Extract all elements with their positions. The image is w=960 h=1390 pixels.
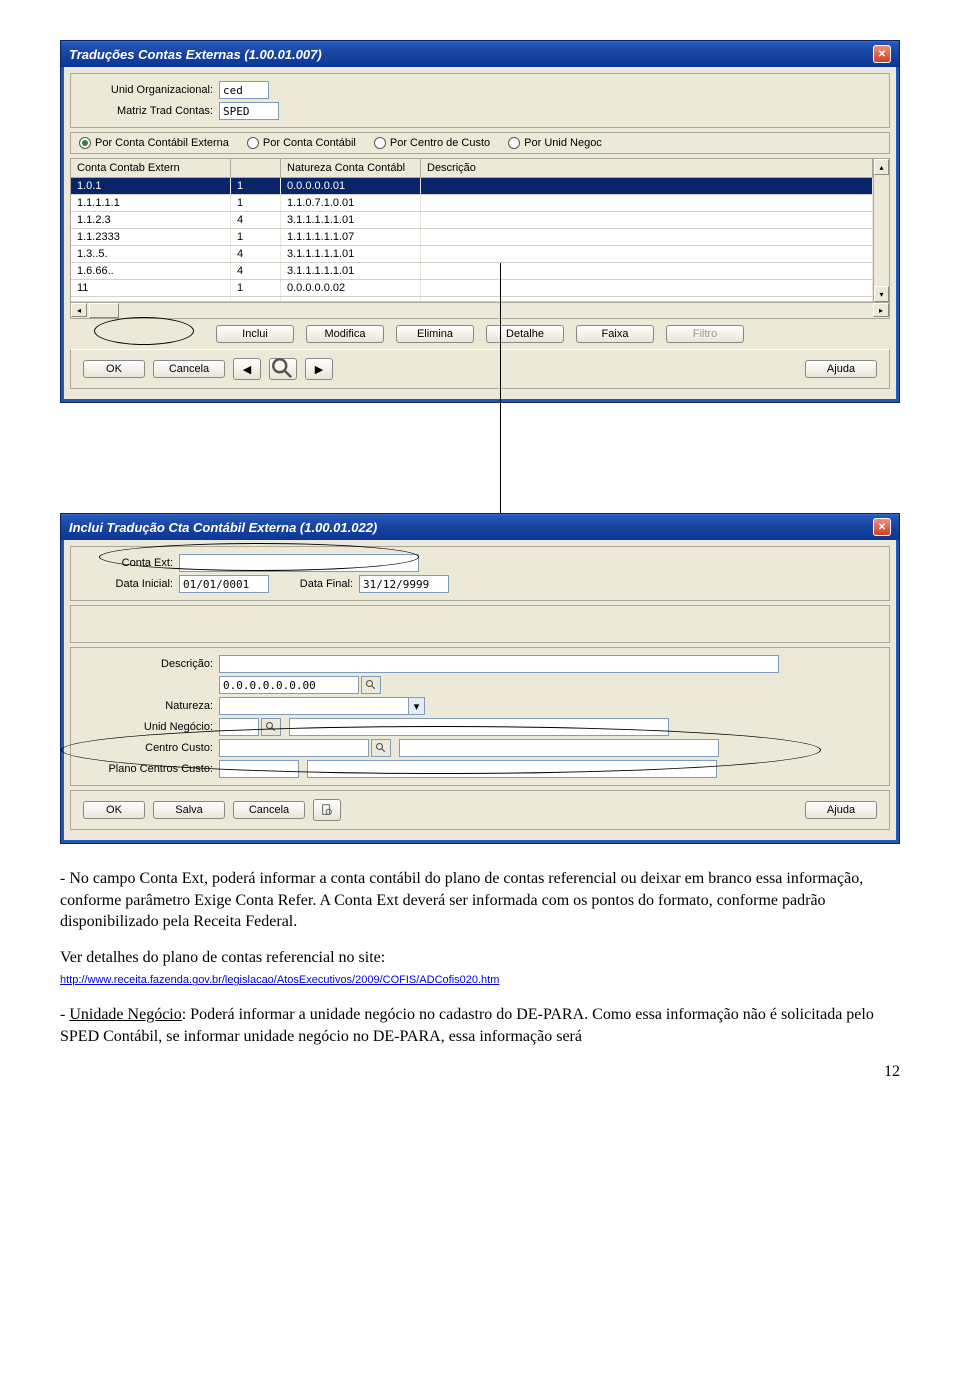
chevron-down-icon[interactable]: ▾ xyxy=(409,697,425,715)
radio-centro-custo[interactable]: Por Centro de Custo xyxy=(374,137,490,149)
scroll-thumb[interactable] xyxy=(89,303,119,318)
titlebar-1[interactable]: Traduções Contas Externas (1.00.01.007) … xyxy=(61,41,899,67)
document-text: - No campo Conta Ext, poderá informar a … xyxy=(60,868,900,1047)
input-unid-neg-desc[interactable] xyxy=(289,718,669,736)
col-header-blank[interactable] xyxy=(231,159,281,177)
cancela-button[interactable]: Cancela xyxy=(153,360,225,378)
input-unid-neg[interactable] xyxy=(219,718,259,736)
table-row[interactable] xyxy=(71,297,873,302)
input-descricao[interactable] xyxy=(219,655,779,673)
cancela-button-2[interactable]: Cancela xyxy=(233,801,305,819)
input-data-inicial[interactable] xyxy=(179,575,269,593)
table-row[interactable]: 1110.0.0.0.0.02 xyxy=(71,280,873,297)
close-icon[interactable]: ✕ xyxy=(873,45,891,63)
radio-conta-externa[interactable]: Por Conta Contábil Externa xyxy=(79,137,229,149)
label-matriz: Matriz Trad Contas: xyxy=(79,105,219,117)
detalhe-button[interactable]: Detalhe xyxy=(486,325,564,343)
ajuda-button[interactable]: Ajuda xyxy=(805,360,877,378)
radio-dot-icon xyxy=(247,137,259,149)
label-data-inicial: Data Inicial: xyxy=(79,578,179,590)
search-icon[interactable] xyxy=(361,676,381,694)
nav-search-icon[interactable] xyxy=(269,358,297,380)
inclui-button[interactable]: Inclui xyxy=(216,325,294,343)
radio-dot-icon xyxy=(508,137,520,149)
window-traducoes: Traduções Contas Externas (1.00.01.007) … xyxy=(60,40,900,403)
ok-button-2[interactable]: OK xyxy=(83,801,145,819)
nav-next-icon[interactable]: ▶ xyxy=(305,358,333,380)
salva-button[interactable]: Salva xyxy=(153,801,225,819)
title-text-2: Inclui Tradução Cta Contábil Externa (1.… xyxy=(69,520,377,535)
table-row[interactable]: 1.1.233311.1.1.1.1.1.07 xyxy=(71,229,873,246)
table-row[interactable]: 1.1.1.1.111.1.0.7.1.0.01 xyxy=(71,195,873,212)
input-natureza[interactable] xyxy=(219,697,409,715)
scroll-right-icon[interactable]: ▸ xyxy=(873,303,889,317)
label-centro-custo: Centro Custo: xyxy=(79,742,219,754)
ajuda-button-2[interactable]: Ajuda xyxy=(805,801,877,819)
ok-button[interactable]: OK xyxy=(83,360,145,378)
radio-dot-icon xyxy=(79,137,91,149)
input-plano-cc-desc[interactable] xyxy=(307,760,717,778)
nav-prev-icon[interactable]: ◀ xyxy=(233,358,261,380)
close-icon[interactable]: ✕ xyxy=(873,518,891,536)
table-row[interactable]: 1.1.2.343.1.1.1.1.1.01 xyxy=(71,212,873,229)
col-header-natureza[interactable]: Natureza Conta Contábl xyxy=(281,159,421,177)
window-inclui: Inclui Tradução Cta Contábil Externa (1.… xyxy=(60,513,900,844)
input-data-final[interactable] xyxy=(359,575,449,593)
search-icon[interactable] xyxy=(371,739,391,757)
scroll-left-icon[interactable]: ◂ xyxy=(71,303,87,317)
input-plano-cc[interactable] xyxy=(219,760,299,778)
col-header-conta[interactable]: Conta Contab Extern xyxy=(71,159,231,177)
input-centro-custo-desc[interactable] xyxy=(399,739,719,757)
input-unid-org[interactable] xyxy=(219,81,269,99)
grid-contas: Conta Contab Extern Natureza Conta Contá… xyxy=(70,158,890,319)
underline-unidade: Unidade Negócio xyxy=(69,1006,181,1023)
table-row[interactable]: 1.0.110.0.0.0.0.01 xyxy=(71,178,873,195)
scroll-down-icon[interactable]: ▾ xyxy=(874,286,889,302)
label-plano-cc: Plano Centros Custo: xyxy=(79,763,219,775)
nav-doc-icon[interactable] xyxy=(313,799,341,821)
label-conta-ext: Conta Ext: xyxy=(79,557,179,569)
paragraph-1: - No campo Conta Ext, poderá informar a … xyxy=(60,868,900,933)
input-centro-custo[interactable] xyxy=(219,739,369,757)
vscrollbar[interactable]: ▴ ▾ xyxy=(873,159,889,302)
faixa-button[interactable]: Faixa xyxy=(576,325,654,343)
connector-arrow xyxy=(60,423,900,513)
radio-unid-negoc[interactable]: Por Unid Negoc xyxy=(508,137,602,149)
input-codigo[interactable] xyxy=(219,676,359,694)
label-descricao: Descrição: xyxy=(79,658,219,670)
link-receita[interactable]: http://www.receita.fazenda.gov.br/legisl… xyxy=(60,974,499,986)
page-number: 12 xyxy=(884,1063,900,1081)
col-header-descricao[interactable]: Descrição xyxy=(421,159,873,177)
label-data-final: Data Final: xyxy=(269,578,359,590)
scroll-up-icon[interactable]: ▴ xyxy=(874,159,889,175)
title-text-1: Traduções Contas Externas (1.00.01.007) xyxy=(69,47,322,62)
input-matriz[interactable] xyxy=(219,102,279,120)
search-icon[interactable] xyxy=(261,718,281,736)
table-row[interactable]: 1.6.66..43.1.1.1.1.1.01 xyxy=(71,263,873,280)
radio-conta-contabil[interactable]: Por Conta Contábil xyxy=(247,137,356,149)
table-row[interactable]: 1.3..5.43.1.1.1.1.1.01 xyxy=(71,246,873,263)
label-natureza: Natureza: xyxy=(79,700,219,712)
label-unid-org: Unid Organizacional: xyxy=(79,84,219,96)
label-unid-neg: Unid Negócio: xyxy=(79,721,219,733)
modifica-button[interactable]: Modifica xyxy=(306,325,384,343)
titlebar-2[interactable]: Inclui Tradução Cta Contábil Externa (1.… xyxy=(61,514,899,540)
elimina-button[interactable]: Elimina xyxy=(396,325,474,343)
paragraph-2: Ver detalhes do plano de contas referenc… xyxy=(60,949,385,966)
input-conta-ext[interactable] xyxy=(179,554,419,572)
hscrollbar[interactable]: ◂ ▸ xyxy=(71,302,889,318)
radio-dot-icon xyxy=(374,137,386,149)
filtro-button: Filtro xyxy=(666,325,744,343)
